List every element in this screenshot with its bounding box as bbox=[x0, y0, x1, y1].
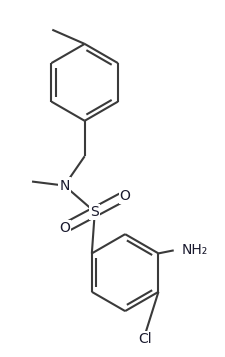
Text: N: N bbox=[59, 178, 69, 192]
Text: S: S bbox=[90, 205, 99, 219]
Text: NH₂: NH₂ bbox=[181, 243, 207, 257]
Text: O: O bbox=[119, 189, 130, 203]
Text: O: O bbox=[59, 221, 70, 235]
Text: Cl: Cl bbox=[138, 332, 151, 346]
